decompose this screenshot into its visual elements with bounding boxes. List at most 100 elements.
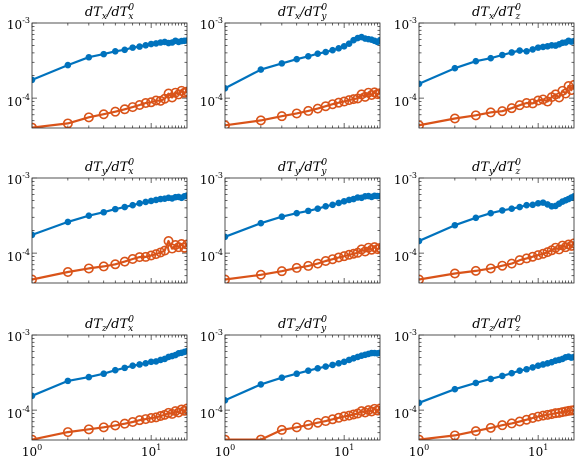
data-point-circle [83,263,94,274]
data-point-circle [276,424,287,435]
data-point-dot [534,362,542,370]
data-point-dot [278,374,286,382]
chart-panel-7: 10-4 10-3 100 101 dTz/dTx0 [7,315,188,459]
data-point-circle [521,98,532,109]
data-point-dot [322,48,329,56]
data-point-circle [83,424,94,435]
y-tick-label: 10-4 [200,405,223,421]
data-point-circle [173,407,184,418]
data-point-dot [516,47,523,54]
data-point-dot [529,201,536,209]
data-point-dot [142,359,149,367]
data-point-circle [303,105,314,116]
data-point-circle [372,405,380,416]
data-point-dot [487,209,495,217]
data-point-dot [304,367,312,374]
chart-panel-2: 10-4 10-3 dTx/dTy0 [200,3,381,129]
data-point-circle [514,255,525,266]
panel-title: dTy/dTz0 [472,158,521,177]
data-point-dot [472,57,480,65]
data-point-circle [179,242,187,253]
data-point-dot [498,51,506,59]
x-tick-label: 101 [334,443,354,459]
data-point-circle [146,97,157,108]
data-point-circle [470,110,481,121]
data-point-dot [376,192,380,200]
data-point-dot [225,397,229,404]
data-point-circle [32,122,37,128]
panel-title: dTx/dTz0 [472,3,521,22]
series-line-circles [419,84,574,127]
data-point-dot [100,50,108,58]
data-point-dot [111,366,119,374]
data-point-circle [110,106,121,117]
data-point-dot [329,361,336,369]
data-point-dot [147,40,155,48]
series-line-dots [225,194,380,238]
data-point-dot [293,370,301,378]
data-point-circle [140,98,151,109]
data-point-circle [550,408,561,419]
data-point-dot [419,399,423,407]
data-point-dot [257,66,265,73]
axes-box [224,177,381,284]
data-point-circle [527,98,538,109]
series-group [32,347,187,440]
data-point-circle [146,413,157,424]
axes-box [418,22,575,129]
data-point-dot [322,363,329,370]
y-tick-label: 10-4 [7,93,30,109]
data-point-dot [516,203,523,211]
data-point-dot [335,359,342,367]
data-point-dot [85,53,93,61]
data-point-dot [451,385,459,393]
data-point-dot [142,198,149,206]
data-point-dot [419,80,423,88]
y-tick-label: 10-3 [200,171,223,187]
x-tick-label: 100 [215,443,235,459]
data-point-circle [62,427,73,438]
data-point-circle [327,254,338,265]
data-point-dot [335,199,342,207]
data-point-dot [529,364,536,371]
x-tick-label: 100 [22,443,42,459]
panel-title: dTz/dTx0 [85,315,134,334]
data-point-circle [327,99,338,110]
data-point-circle [533,411,544,422]
data-point-dot [516,367,523,374]
data-point-circle [449,113,460,124]
data-point-circle [291,262,302,273]
data-point-dot [523,365,530,373]
series-line-circles [32,89,187,128]
data-point-dot [498,207,506,214]
data-point-circle [366,406,377,417]
data-point-circle [506,258,517,269]
data-point-dot [314,50,322,58]
data-point-circle [348,409,359,420]
data-point-dot [314,365,322,372]
data-point-circle [348,248,359,259]
data-point-dot [523,47,530,55]
series-line-dots [225,36,380,90]
data-point-dot [340,42,348,50]
data-point-circle [333,412,344,423]
axes-box [224,334,381,441]
data-point-circle [527,413,538,424]
data-point-circle [333,97,344,108]
data-point-dot [451,221,459,229]
y-tick-label: 10-3 [394,171,417,187]
data-point-dot [278,213,286,221]
data-point-dot [419,237,423,245]
data-point-dot [570,353,574,361]
panel-title: dTz/dTy0 [278,315,327,334]
data-point-circle [485,107,496,118]
data-point-dot [508,49,516,56]
data-point-dot [472,214,480,222]
data-point-circle [538,248,549,259]
y-tick-label: 10-3 [7,328,30,344]
data-point-circle [140,414,151,425]
data-point-dot [335,45,342,52]
data-point-circle [276,266,287,277]
data-point-dot [111,205,119,213]
data-point-circle [151,249,162,260]
